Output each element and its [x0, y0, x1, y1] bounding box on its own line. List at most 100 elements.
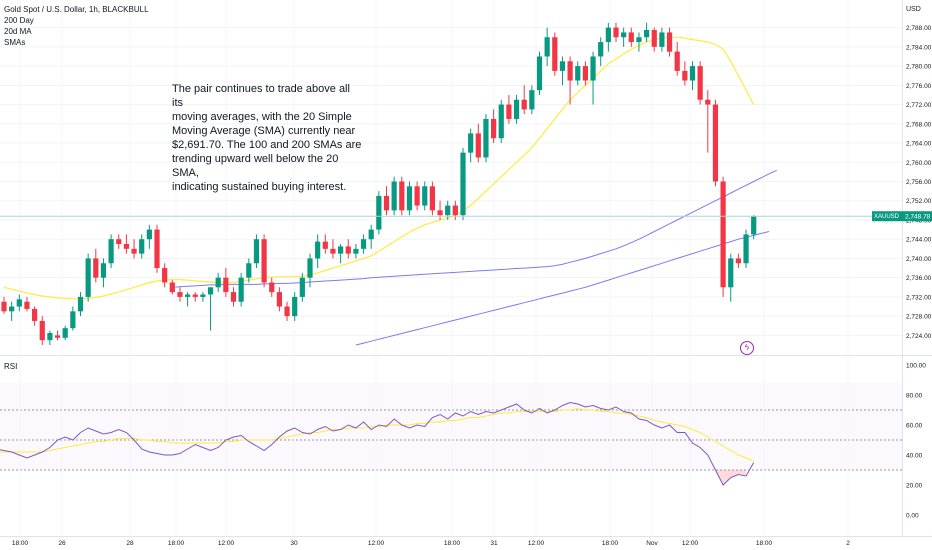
- price-tick-label: 2,768.00: [906, 121, 932, 128]
- candle-body: [9, 306, 15, 312]
- candle-body: [299, 277, 305, 297]
- legend-item-smas[interactable]: SMAs: [4, 38, 26, 47]
- candle-body: [177, 292, 183, 297]
- rsi-line: [0, 401, 755, 486]
- candle-body: [429, 186, 435, 211]
- candle-body: [437, 210, 443, 216]
- rsi-label[interactable]: RSI: [4, 362, 18, 371]
- candle-body: [406, 186, 413, 211]
- candle-body: [598, 42, 604, 57]
- candle-body: [215, 277, 221, 288]
- candle-body: [261, 239, 267, 283]
- candle-body: [636, 37, 642, 43]
- candle-body: [697, 66, 703, 100]
- time-tick-label: 31: [490, 540, 498, 547]
- candle-body: [108, 239, 114, 264]
- candle-body: [575, 66, 581, 81]
- rsi-tick-label: 20.00: [906, 483, 923, 490]
- rsi-axis: 100.00 80.00 60.00 40.00 20.00 0.00: [0, 363, 926, 520]
- price-tick-label: 2,776.00: [906, 83, 932, 90]
- candle-body: [192, 294, 198, 297]
- price-tick-label: 2,764.00: [906, 141, 932, 148]
- candle-body: [383, 195, 390, 211]
- time-axis: 18:00 26 28 18:00 12:00 30 12:00 18:00 31 12:00 18…: [12, 0, 850, 547]
- candle-body: [544, 37, 550, 57]
- candle-body: [169, 282, 175, 293]
- candle-body: [559, 61, 566, 71]
- candle-body: [567, 61, 573, 81]
- time-tick-label: Nov: [646, 540, 658, 547]
- time-tick-label: 30: [290, 540, 298, 547]
- candle-body: [360, 239, 367, 249]
- candle-body: [590, 56, 596, 81]
- candle-body: [162, 268, 168, 283]
- price-tick-label: 2,780.00: [906, 64, 932, 71]
- rsi-tick-label: 0.00: [906, 513, 919, 520]
- rsi-band: [0, 383, 902, 470]
- candle-body: [246, 263, 252, 278]
- candle-body: [613, 27, 619, 38]
- candle-body: [674, 51, 680, 71]
- candlesticks: [1, 22, 757, 345]
- candle-body: [529, 90, 535, 110]
- candle-body: [85, 258, 91, 297]
- chart-title[interactable]: Gold Spot / U.S. Dollar, 1h, BLACKBULL: [4, 5, 149, 14]
- candle-body: [185, 294, 191, 297]
- candle-body: [682, 70, 688, 81]
- price-tick-label: 2,724.00: [906, 333, 932, 340]
- current-price-tag: XAUUSD 2,748.78: [872, 211, 932, 222]
- sma200-line: [355, 231, 770, 346]
- candle-body: [506, 104, 512, 119]
- time-tick-label: 18:00: [444, 540, 461, 547]
- time-tick-label: 12:00: [368, 540, 385, 547]
- candle-body: [376, 195, 382, 230]
- candle-body: [16, 299, 22, 307]
- candle-body: [536, 56, 543, 91]
- candle-body: [513, 99, 520, 119]
- price-tick-label: 2,744.00: [906, 237, 932, 244]
- candle-body: [93, 258, 99, 278]
- price-pane[interactable]: [0, 0, 902, 355]
- lightning-icon[interactable]: ϟ: [740, 341, 754, 355]
- candle-body: [414, 186, 420, 206]
- price-tick-label: 2,736.00: [906, 275, 932, 282]
- candle-body: [47, 332, 53, 341]
- time-tick-label: 18:00: [168, 540, 185, 547]
- current-price: 2,748.78: [905, 214, 931, 221]
- candle-body: [621, 32, 627, 38]
- candle-body: [39, 320, 45, 341]
- ma20-line: [3, 36, 755, 300]
- candle-body: [743, 234, 749, 264]
- candle-body: [659, 32, 665, 47]
- legend-item-20d-ma[interactable]: 20d MA: [4, 27, 32, 36]
- candle-body: [284, 306, 290, 317]
- rsi-oversold-fill: [700, 470, 747, 485]
- price-tick-label: 2,740.00: [906, 256, 932, 263]
- candle-body: [475, 133, 481, 158]
- candle-body: [223, 277, 229, 293]
- rsi-tick-label: 80.00: [906, 393, 923, 400]
- candle-body: [338, 246, 344, 254]
- candle-body: [146, 229, 152, 240]
- chart-legend: Gold Spot / U.S. Dollar, 1h, BLACKBULL 2…: [4, 4, 149, 48]
- candle-body: [32, 308, 38, 321]
- rsi-tick-label: 60.00: [906, 423, 923, 430]
- candle-body: [62, 328, 68, 338]
- rsi-ma-line: [0, 407, 754, 462]
- legend-item-200-day[interactable]: 200 Day: [4, 16, 34, 25]
- candle-body: [116, 239, 122, 245]
- candle-body: [77, 296, 84, 312]
- price-tick-label: 2,760.00: [906, 160, 932, 167]
- time-tick-label: 28: [126, 540, 134, 547]
- candle-body: [399, 181, 405, 211]
- candle-body: [491, 118, 497, 139]
- candle-body: [422, 186, 428, 206]
- candle-body: [1, 301, 7, 312]
- price-tick-label: 2,756.00: [906, 179, 932, 186]
- candle-body: [24, 301, 30, 309]
- candle-body: [322, 241, 328, 249]
- candle-body: [292, 296, 298, 317]
- candle-body: [582, 66, 588, 81]
- candle-body: [728, 258, 734, 288]
